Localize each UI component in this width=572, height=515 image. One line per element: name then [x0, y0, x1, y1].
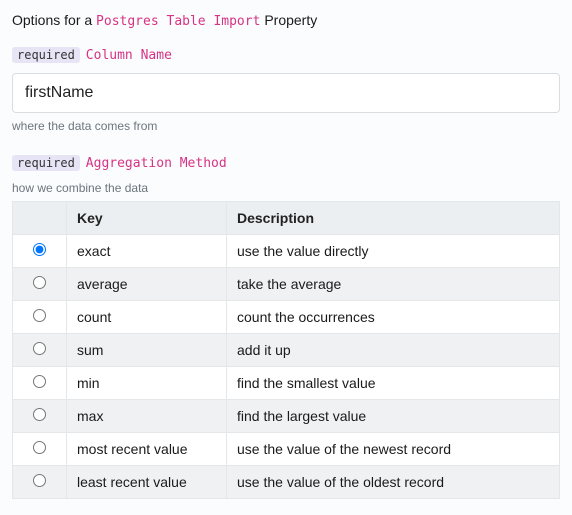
table-row: exactuse the value directly [13, 235, 560, 268]
table-cell-key: max [67, 400, 227, 433]
required-badge: required [12, 47, 80, 63]
required-badge: required [12, 155, 80, 171]
table-header-key: Key [67, 202, 227, 235]
aggregation-label-row: required Aggregation Method [12, 155, 560, 171]
table-row: most recent valueuse the value of the ne… [13, 433, 560, 466]
table-cell-radio [13, 301, 67, 334]
table-header-row: Key Description [13, 202, 560, 235]
column-name-label: Column Name [86, 48, 172, 63]
table-cell-key: most recent value [67, 433, 227, 466]
column-name-input[interactable] [12, 73, 560, 113]
aggregation-radio[interactable] [33, 375, 46, 388]
aggregation-radio[interactable] [33, 342, 46, 355]
table-cell-key: count [67, 301, 227, 334]
table-cell-key: average [67, 268, 227, 301]
heading-source-type: Postgres Table Import [96, 14, 260, 29]
column-name-helper: where the data comes from [12, 119, 560, 133]
aggregation-label: Aggregation Method [86, 156, 227, 171]
table-cell-description: find the largest value [227, 400, 560, 433]
aggregation-radio[interactable] [33, 309, 46, 322]
table-cell-description: add it up [227, 334, 560, 367]
aggregation-radio[interactable] [33, 441, 46, 454]
table-cell-key: exact [67, 235, 227, 268]
table-cell-radio [13, 367, 67, 400]
aggregation-radio[interactable] [33, 276, 46, 289]
table-row: minfind the smallest value [13, 367, 560, 400]
table-cell-radio [13, 235, 67, 268]
table-row: least recent valueuse the value of the o… [13, 466, 560, 499]
aggregation-radio[interactable] [33, 408, 46, 421]
table-cell-key: least recent value [67, 466, 227, 499]
table-cell-description: count the occurrences [227, 301, 560, 334]
heading-suffix: Property [264, 12, 317, 28]
heading-prefix: Options for a [12, 12, 92, 28]
page-heading: Options for a Postgres Table Import Prop… [12, 12, 560, 29]
table-row: sumadd it up [13, 334, 560, 367]
table-cell-radio [13, 400, 67, 433]
table-cell-radio [13, 268, 67, 301]
table-cell-description: use the value of the oldest record [227, 466, 560, 499]
table-cell-description: use the value of the newest record [227, 433, 560, 466]
aggregation-radio[interactable] [33, 243, 46, 256]
table-row: countcount the occurrences [13, 301, 560, 334]
table-cell-radio [13, 433, 67, 466]
table-cell-description: find the smallest value [227, 367, 560, 400]
table-cell-description: use the value directly [227, 235, 560, 268]
aggregation-table: Key Description exactuse the value direc… [12, 201, 560, 499]
column-name-label-row: required Column Name [12, 47, 560, 63]
table-cell-key: min [67, 367, 227, 400]
table-header-radio [13, 202, 67, 235]
table-cell-radio [13, 334, 67, 367]
table-row: averagetake the average [13, 268, 560, 301]
table-cell-radio [13, 466, 67, 499]
table-cell-description: take the average [227, 268, 560, 301]
table-row: maxfind the largest value [13, 400, 560, 433]
aggregation-helper: how we combine the data [12, 181, 560, 195]
aggregation-radio[interactable] [33, 474, 46, 487]
table-cell-key: sum [67, 334, 227, 367]
table-header-description: Description [227, 202, 560, 235]
